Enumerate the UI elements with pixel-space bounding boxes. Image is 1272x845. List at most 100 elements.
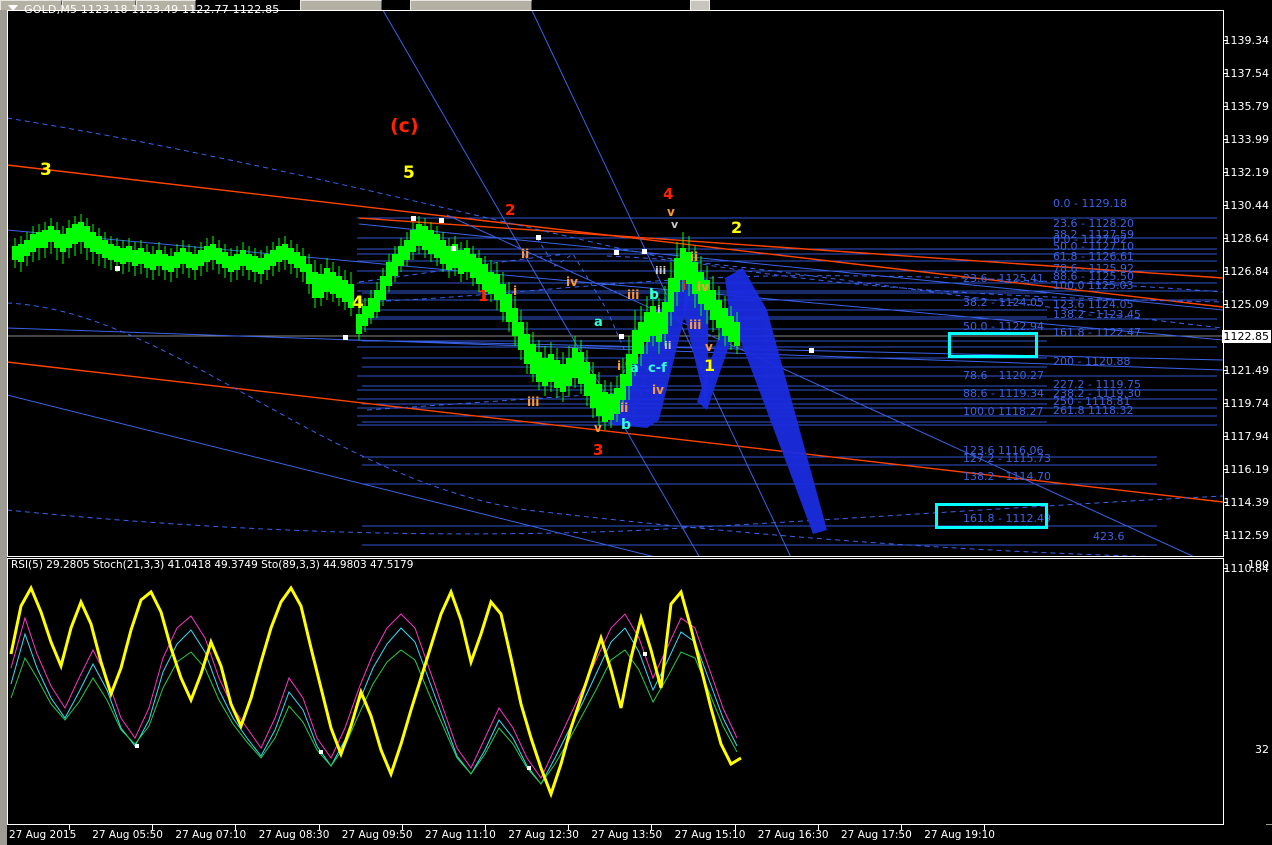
- fib-level-label: 78.6 - 1125.92: [1053, 262, 1134, 275]
- window-tab-2[interactable]: [62, 0, 136, 10]
- elliott-wave-label: iii: [627, 288, 640, 302]
- price-axis-tick: [1223, 40, 1228, 41]
- rsi-line-yellow: [9, 584, 742, 799]
- fib-level-label: 261.8 1118.32: [1053, 404, 1134, 417]
- price-axis-tick: [1223, 139, 1228, 140]
- elliott-wave-label: 3: [40, 159, 52, 180]
- time-axis-label: 27 Aug 2015: [9, 829, 77, 841]
- fib-level-label: 238.2 - 1119.30: [1053, 387, 1141, 400]
- price-axis-label: 1137.54: [1223, 67, 1270, 80]
- elliott-wave-label: ii: [664, 338, 672, 352]
- elliott-wave-label: 1: [478, 286, 489, 305]
- time-axis-tick: [984, 825, 986, 830]
- window-tab-3[interactable]: [136, 0, 196, 10]
- fib-level-label: 123.6 1116.06: [963, 444, 1044, 457]
- price-axis-label: 1116.19: [1223, 463, 1270, 476]
- window-titlebar: [0, 0, 1272, 11]
- price-axis-label: 1125.09: [1223, 298, 1270, 311]
- price-axis-label: 1135.79: [1223, 100, 1270, 113]
- indicator-panel-border: [7, 558, 1224, 825]
- time-axis-label: 27 Aug 13:50: [591, 829, 663, 841]
- price-axis-label: 1119.74: [1223, 397, 1270, 410]
- price-axis-tick: [1223, 535, 1228, 536]
- fib-level-label: 127.2 - 1115.73: [963, 452, 1051, 465]
- fib-level-label: 38.2 - 1127.59: [1053, 228, 1134, 241]
- elliott-wave-label: iv: [566, 275, 578, 289]
- time-axis-tick: [485, 825, 486, 830]
- price-axis[interactable]: 1139.34 1137.54 1135.79 1133.99 1132.19 1130.…: [1221, 10, 1272, 824]
- fib-level-label: 78.6 - 1120.27: [963, 369, 1044, 382]
- time-axis-tick: [401, 825, 403, 830]
- price-axis-tick: [1223, 502, 1228, 503]
- price-axis-tick: [1223, 172, 1228, 173]
- elliott-wave-label: i: [513, 284, 518, 298]
- chart-dropdown-icon[interactable]: [8, 5, 18, 11]
- time-axis-tick: [152, 825, 154, 830]
- elliott-wave-label: iv: [697, 280, 709, 294]
- fib-level-label: 61.8 - 1126.61: [1053, 250, 1134, 263]
- oscillator-scale-label: 100: [1248, 558, 1269, 571]
- price-panel-border: [7, 10, 1224, 557]
- price-axis-tick: [1223, 469, 1228, 470]
- elliott-wave-label: v: [667, 205, 675, 219]
- stoch-line-green: [10, 649, 738, 785]
- price-axis-label: 1126.84: [1223, 265, 1270, 278]
- oscillator-panel[interactable]: RSI(5) 29.2805 Stoch(21,3,3) 41.0418 49.…: [7, 558, 1223, 824]
- fib-level-label: 227.2 - 1119.75: [1053, 378, 1141, 391]
- candlestick-bodies-impulse: [620, 248, 740, 400]
- fib-highlight-161.8[interactable]: [935, 503, 1048, 529]
- price-axis-tick: [1223, 73, 1228, 74]
- elliott-wave-label: i: [682, 279, 687, 293]
- elliott-wave-label: 3: [593, 440, 604, 459]
- stoch-line-magenta: [10, 613, 738, 779]
- elliott-wave-label: 2: [505, 200, 516, 219]
- trendline-red-group: [7, 164, 1223, 503]
- price-chart-panel[interactable]: 0.0 - 1129.18 23.6 - 1128.20 38.2 - 1127.5…: [7, 10, 1223, 556]
- elliott-wave-label: b: [649, 287, 660, 303]
- time-axis[interactable]: 27 Aug 2015 27 Aug 05:50 27 Aug 07:10 27 Au…: [7, 825, 1272, 845]
- elliott-wave-label: i: [657, 302, 661, 316]
- price-axis-tick: [1223, 271, 1228, 272]
- price-axis-label: 1139.34: [1223, 34, 1270, 47]
- price-axis-label: 1132.19: [1223, 166, 1270, 179]
- fib-level-label: 100.0 1118.27: [963, 405, 1044, 418]
- oscillator-header: RSI(5) 29.2805 Stoch(21,3,3) 41.0418 49.…: [11, 559, 414, 571]
- elliott-wave-label: ii: [521, 247, 530, 261]
- price-axis-label: 1117.94: [1223, 430, 1270, 443]
- price-axis-tick: [1223, 436, 1228, 437]
- fib-level-label: 50.0 - 1127.10: [1053, 240, 1134, 253]
- fib-level-label: 161.8 - 1112.49: [963, 512, 1051, 525]
- elliott-wave-label: iii: [689, 318, 702, 332]
- price-axis-label: 1128.64: [1223, 232, 1270, 245]
- price-chart-graphics: [7, 10, 1223, 556]
- elliott-wave-label: 4: [352, 292, 364, 313]
- price-axis-label: 1112.59: [1223, 529, 1270, 542]
- window-tab-1[interactable]: [0, 0, 62, 10]
- time-axis-tick: [69, 825, 70, 830]
- time-axis-tick: [901, 825, 902, 830]
- fib-highlight-61.8[interactable]: [948, 332, 1038, 358]
- fib-level-label: 250 - 1118.81: [1053, 395, 1131, 408]
- time-axis-label: 27 Aug 15:10: [674, 829, 746, 841]
- elliott-wave-label: 4: [663, 184, 674, 203]
- price-axis-tick: [1223, 568, 1228, 569]
- price-axis-label: 1114.39: [1223, 496, 1270, 509]
- candlestick-bodies-decline: [488, 272, 620, 422]
- price-axis-tick: [1223, 205, 1228, 206]
- window-tab-4[interactable]: [300, 0, 382, 10]
- price-axis-label: 1121.49: [1223, 364, 1270, 377]
- elliott-wave-label: 2: [731, 218, 743, 237]
- elliott-wave-label: ii: [690, 250, 699, 264]
- price-axis-label: 1133.99: [1223, 133, 1270, 146]
- price-axis-tick: [1223, 370, 1228, 371]
- elliott-wave-label: iv: [652, 383, 664, 397]
- oscillator-scale-label: 32: [1255, 743, 1269, 756]
- time-axis-tick: [817, 825, 819, 830]
- window-tab-5[interactable]: [410, 0, 532, 10]
- elliott-wave-label: b: [621, 417, 632, 433]
- fib-level-label: 123.6 1124.05: [1053, 298, 1134, 311]
- price-axis-tick: [1223, 238, 1228, 239]
- elliott-wave-label: iii: [527, 395, 540, 409]
- time-axis-label: 27 Aug 09:50: [341, 829, 413, 841]
- elliott-wave-label: iii: [655, 263, 667, 277]
